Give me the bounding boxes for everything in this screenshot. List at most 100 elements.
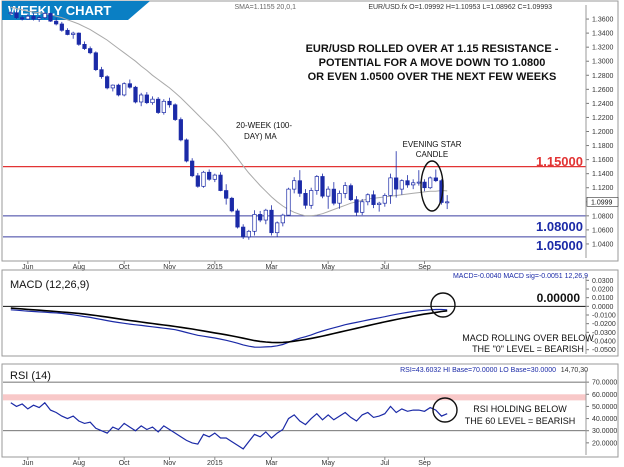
rsi-tick-label: 40.0000 — [592, 416, 617, 423]
candle-body — [25, 15, 30, 20]
price-tick-label: 1.0800 — [592, 213, 614, 220]
candle-body — [343, 185, 348, 194]
macd-circle — [430, 292, 456, 318]
candle-body — [263, 209, 268, 221]
ohlc-legend: EUR/USD.fx O=1.09992 H=1.10953 L=1.08962… — [368, 4, 552, 11]
headline-line-3: OR EVEN 1.0500 OVER THE NEXT FEW WEEKS — [308, 71, 557, 83]
macd-legend: MACD=-0.0040 MACD sig=-0.0051 12,26,9 — [453, 273, 588, 280]
price-tick-label: 1.1400 — [592, 171, 614, 178]
rsi-panel — [1, 363, 619, 458]
month-label: Nov — [163, 460, 176, 467]
candle-body — [292, 180, 297, 190]
candle-body — [88, 48, 93, 54]
candle-body — [37, 17, 42, 20]
candle-body — [59, 23, 64, 31]
macd-note-1: MACD ROLLING OVER BELOW — [462, 333, 594, 343]
month-label: Jun — [22, 460, 33, 467]
month-label: Sep — [418, 264, 431, 271]
candle-body — [399, 180, 404, 190]
candle-body — [252, 214, 257, 232]
macd-panel — [1, 269, 619, 357]
macd-tick-label: -0.0500 — [592, 347, 616, 354]
candle-body — [286, 188, 291, 216]
month-label: Mar — [265, 460, 278, 467]
candle-body — [173, 104, 178, 120]
candle-body — [201, 171, 206, 187]
macd-tick-label: 0.0100 — [592, 295, 614, 302]
support-2-label: 1.05000 — [536, 238, 583, 253]
candle-body — [331, 188, 336, 204]
candle-body — [411, 182, 416, 186]
rsi-tick-label: 20.0000 — [592, 440, 617, 447]
current-price-box — [586, 197, 619, 207]
candle-body — [241, 226, 246, 238]
candle-body — [297, 180, 302, 194]
candle-body — [382, 195, 387, 204]
month-label: Nov — [163, 264, 176, 271]
candle-body — [218, 174, 223, 191]
month-label: May — [322, 460, 336, 467]
candle-body — [48, 13, 53, 22]
headline-line-1: EUR/USD ROLLED OVER AT 1.15 RESISTANCE - — [306, 43, 559, 55]
candle-body — [416, 181, 421, 184]
candle-body — [178, 119, 183, 141]
candle-body — [258, 214, 263, 221]
candle-body — [54, 20, 59, 25]
price-tick-label: 1.3000 — [592, 59, 614, 66]
candle-body — [280, 214, 285, 224]
evening-star-circle — [420, 160, 444, 212]
candle-body — [116, 84, 121, 96]
rsi-tick-label: 60.0000 — [592, 392, 617, 399]
price-tick-label: 1.3400 — [592, 31, 614, 38]
candle-body — [224, 190, 229, 199]
ma-label-line-1: 20-WEEK (100- — [236, 121, 292, 130]
candle-body — [110, 84, 115, 89]
price-tick-label: 1.2800 — [592, 73, 614, 80]
rsi-params: 14,70,30 — [561, 367, 588, 374]
candle-body — [82, 44, 87, 49]
candle-body — [269, 209, 274, 234]
macd-lines — [3, 305, 586, 348]
rsi-tick-labels: 70.0000 60.0000 50.0000 40.0000 30.0000 20.00… — [585, 370, 617, 455]
candle-body — [309, 190, 314, 206]
resistance-label: 1.15000 — [536, 154, 583, 169]
price-tick-label: 1.3200 — [592, 45, 614, 52]
rsi-note-2: THE 60 LEVEL = BEARISH — [465, 416, 575, 426]
candle-body — [71, 32, 76, 35]
month-label: Jul — [380, 460, 389, 467]
candle-body — [122, 83, 127, 96]
month-label: Oct — [119, 460, 130, 467]
price-tick-label: 1.1800 — [592, 143, 614, 150]
candle-body — [337, 192, 342, 204]
month-label: Mar — [265, 264, 278, 271]
candle-body — [133, 86, 138, 103]
rsi-line — [3, 381, 586, 450]
macd-tick-label: -0.0400 — [592, 339, 616, 346]
current-price-label: 1.0999 — [591, 199, 613, 206]
rsi-tick-label: 30.0000 — [592, 428, 617, 435]
price-tick-label: 1.0600 — [592, 227, 614, 234]
candle-body — [246, 230, 251, 238]
rsi-note-1: RSI HOLDING BELOW — [473, 404, 567, 414]
price-tick-label: 1.3600 — [592, 17, 614, 24]
month-label: Jul — [380, 264, 389, 271]
candle-body — [394, 177, 399, 190]
price-tick-label: 1.1200 — [592, 185, 614, 192]
candle-body — [8, 12, 13, 15]
macd-tick-label: 0.0300 — [592, 278, 614, 285]
candle-body — [167, 100, 172, 106]
price-levels — [3, 165, 586, 238]
price-tick-label: 1.2400 — [592, 101, 614, 108]
evening-star-label-1: EVENING STAR — [403, 140, 462, 149]
candle-body — [348, 185, 353, 201]
candle-body — [303, 192, 308, 206]
macd-line — [10, 308, 448, 348]
candle-body — [212, 174, 217, 180]
macd-tick-label: -0.0100 — [592, 313, 616, 320]
candle-body — [354, 199, 359, 213]
candle-body — [184, 139, 189, 162]
candle-body — [150, 98, 155, 104]
candle-body — [388, 177, 393, 196]
price-x-labels: Jun Aug Oct Nov 2015 Mar May Jul Sep — [22, 261, 431, 271]
